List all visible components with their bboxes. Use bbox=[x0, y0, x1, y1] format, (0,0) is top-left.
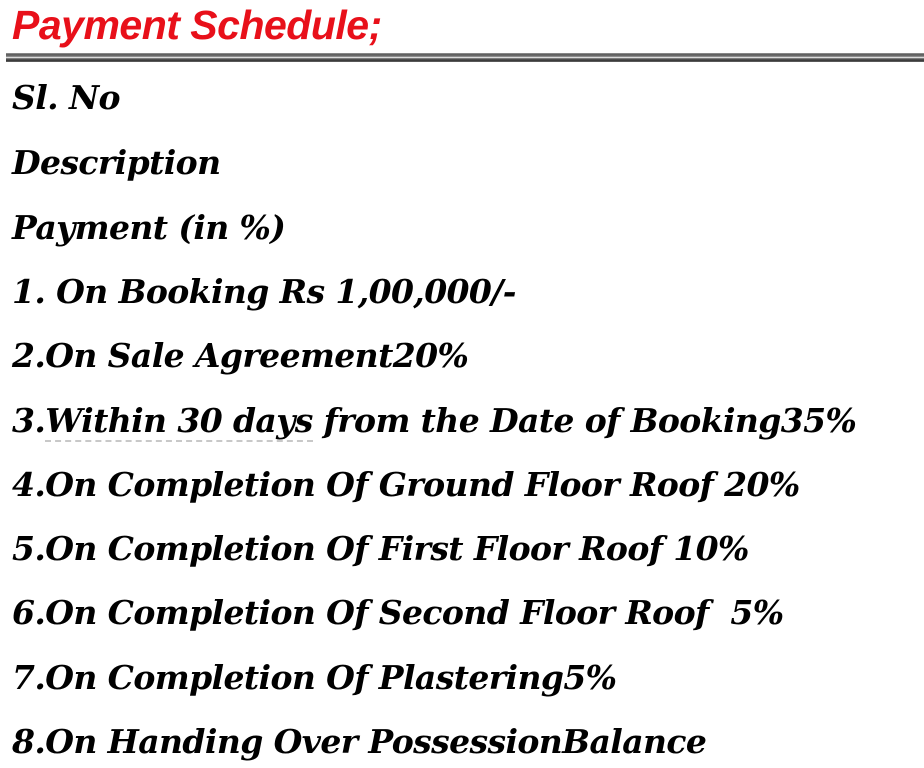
item-3-number: 3. bbox=[12, 401, 46, 440]
schedule-item-4: 4.On Completion Of Ground Floor Roof 20% bbox=[12, 465, 800, 504]
item-3-rest: from the Date of Booking35% bbox=[312, 401, 857, 440]
spellcheck-underlined-text[interactable]: Within 30 days bbox=[45, 401, 313, 442]
schedule-item-8: 8.On Handing Over PossessionBalance bbox=[12, 722, 707, 761]
schedule-item-1: 1. On Booking Rs 1,00,000/- bbox=[12, 272, 516, 311]
header-sl-no: Sl. No bbox=[12, 78, 121, 117]
divider bbox=[6, 53, 924, 62]
schedule-item-2: 2.On Sale Agreement20% bbox=[12, 336, 469, 375]
schedule-item-3: 3.Within 30 days from the Date of Bookin… bbox=[12, 401, 857, 442]
header-payment: Payment (in %) bbox=[12, 208, 286, 247]
schedule-item-7: 7.On Completion Of Plastering5% bbox=[12, 658, 617, 697]
schedule-item-6: 6.On Completion Of Second Floor Roof 5% bbox=[12, 593, 784, 632]
schedule-item-5: 5.On Completion Of First Floor Roof 10% bbox=[12, 529, 749, 568]
header-description: Description bbox=[12, 143, 221, 182]
page-title: Payment Schedule; bbox=[12, 2, 382, 48]
